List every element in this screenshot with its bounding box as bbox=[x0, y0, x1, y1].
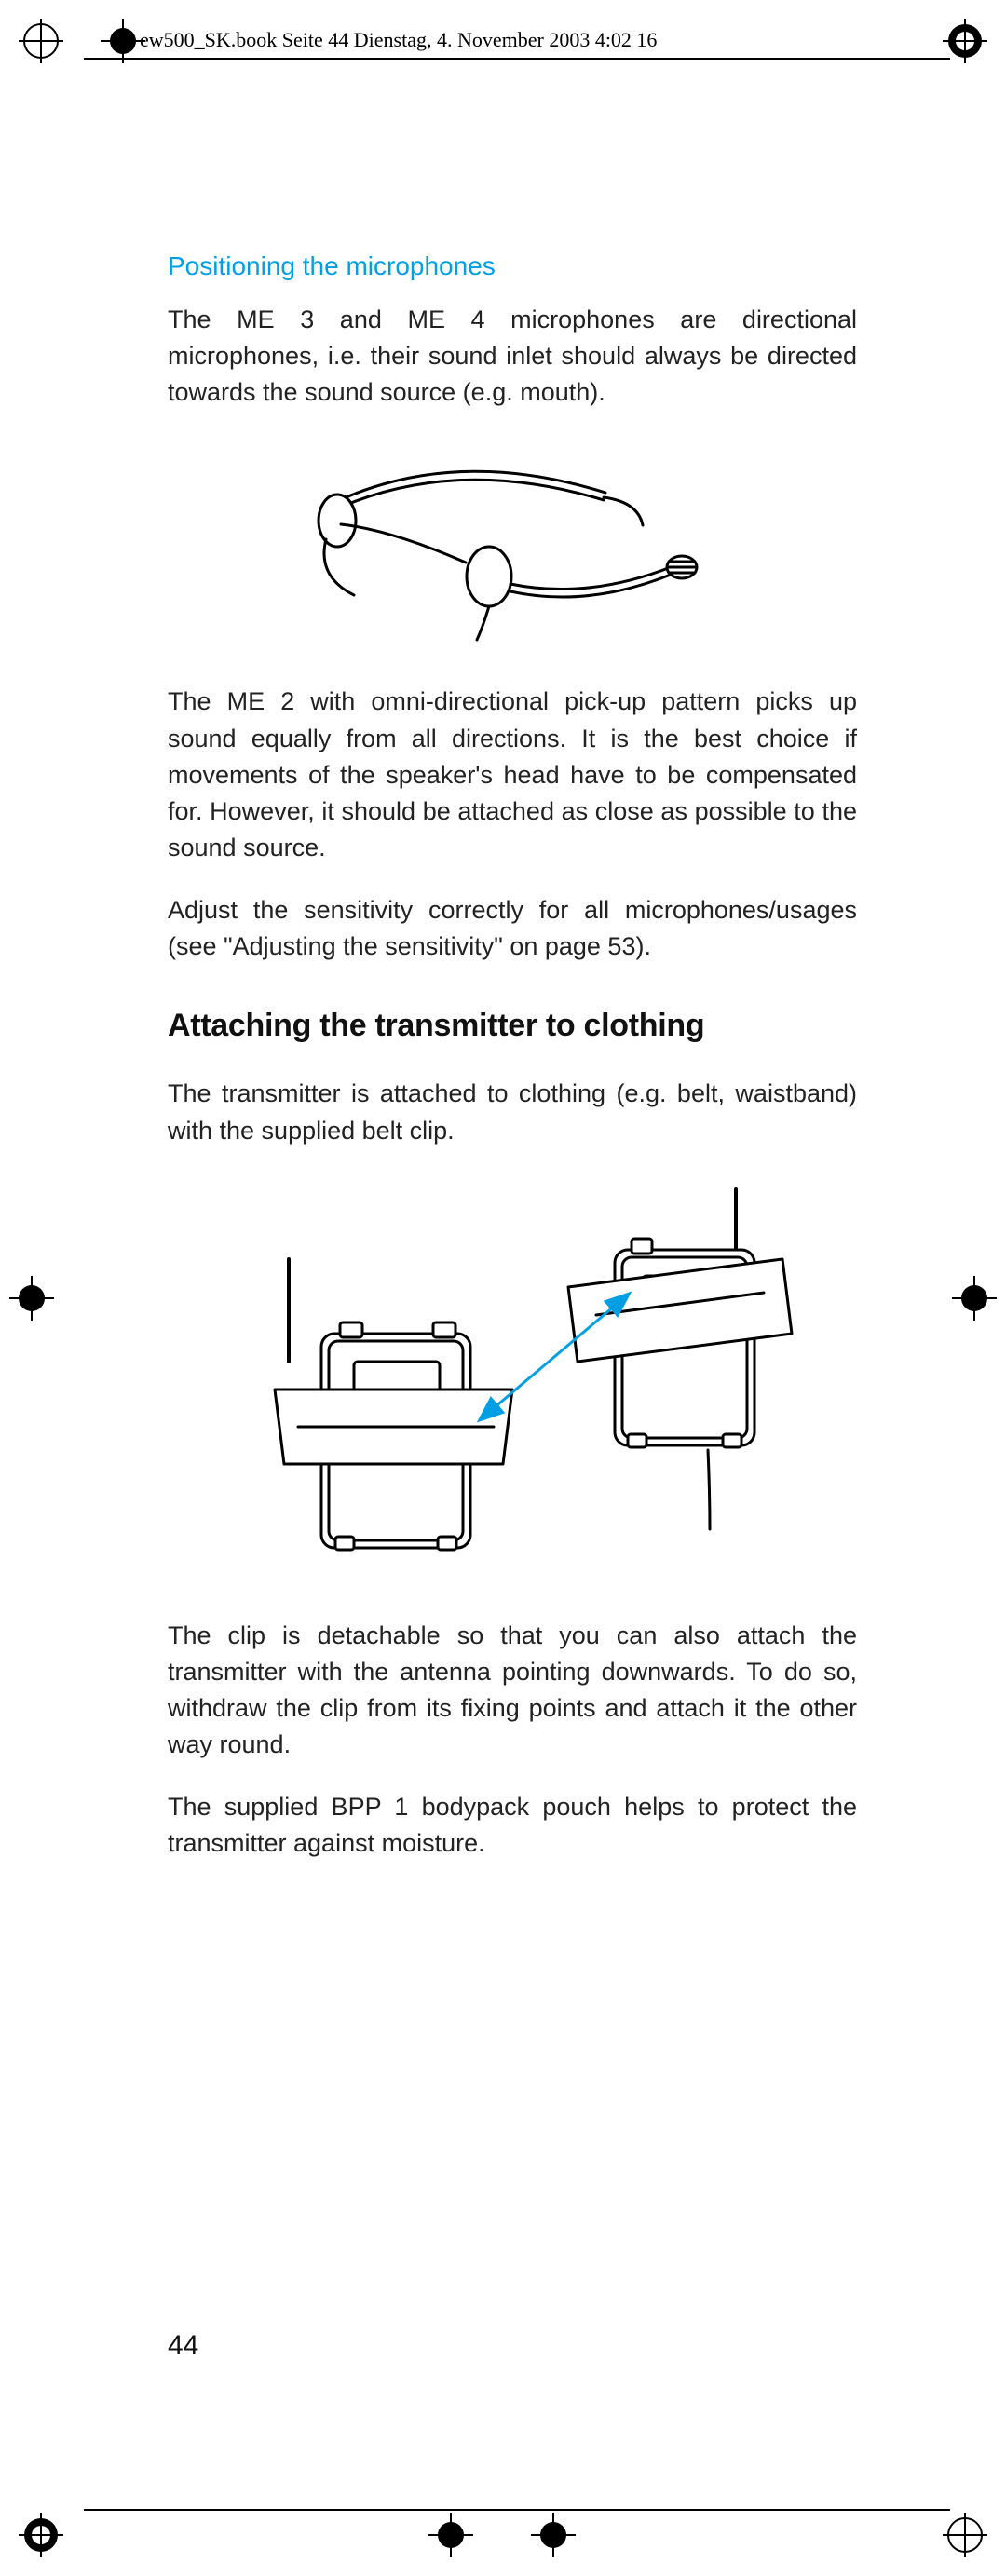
crop-mark-ml bbox=[9, 1276, 54, 1321]
section2-p1: The transmitter is attached to clothing … bbox=[168, 1076, 857, 1148]
figure-headset bbox=[168, 437, 857, 646]
crop-mark-bc1 bbox=[428, 2513, 473, 2557]
crop-mark-mr bbox=[952, 1276, 997, 1321]
page-number: 44 bbox=[168, 2330, 198, 2362]
crop-mark-tl2 bbox=[101, 19, 145, 63]
crop-mark-bc2 bbox=[531, 2513, 576, 2557]
section1-p3: Adjust the sensitivity correctly for all… bbox=[168, 892, 857, 965]
crop-mark-br bbox=[943, 2513, 987, 2557]
figure-transmitters bbox=[168, 1175, 857, 1580]
section2-p2: The clip is detachable so that you can a… bbox=[168, 1618, 857, 1764]
crop-mark-tl bbox=[19, 19, 63, 63]
section2-heading: Attaching the transmitter to clothing bbox=[168, 1008, 857, 1044]
section1-p2: The ME 2 with omni-directional pick-up p… bbox=[168, 684, 857, 866]
section1-p1: The ME 3 and ME 4 microphones are direct… bbox=[168, 302, 857, 411]
header-rule bbox=[84, 58, 950, 60]
crop-mark-tr bbox=[943, 19, 987, 63]
footer-rule bbox=[84, 2509, 950, 2511]
header-meta: ew500_SK.book Seite 44 Dienstag, 4. Nove… bbox=[140, 28, 657, 52]
section1-heading: Positioning the microphones bbox=[168, 251, 857, 281]
section2-p3: The supplied BPP 1 bodypack pouch helps … bbox=[168, 1789, 857, 1862]
page-content: Positioning the microphones The ME 3 and… bbox=[168, 251, 857, 1889]
crop-mark-bl bbox=[19, 2513, 63, 2557]
